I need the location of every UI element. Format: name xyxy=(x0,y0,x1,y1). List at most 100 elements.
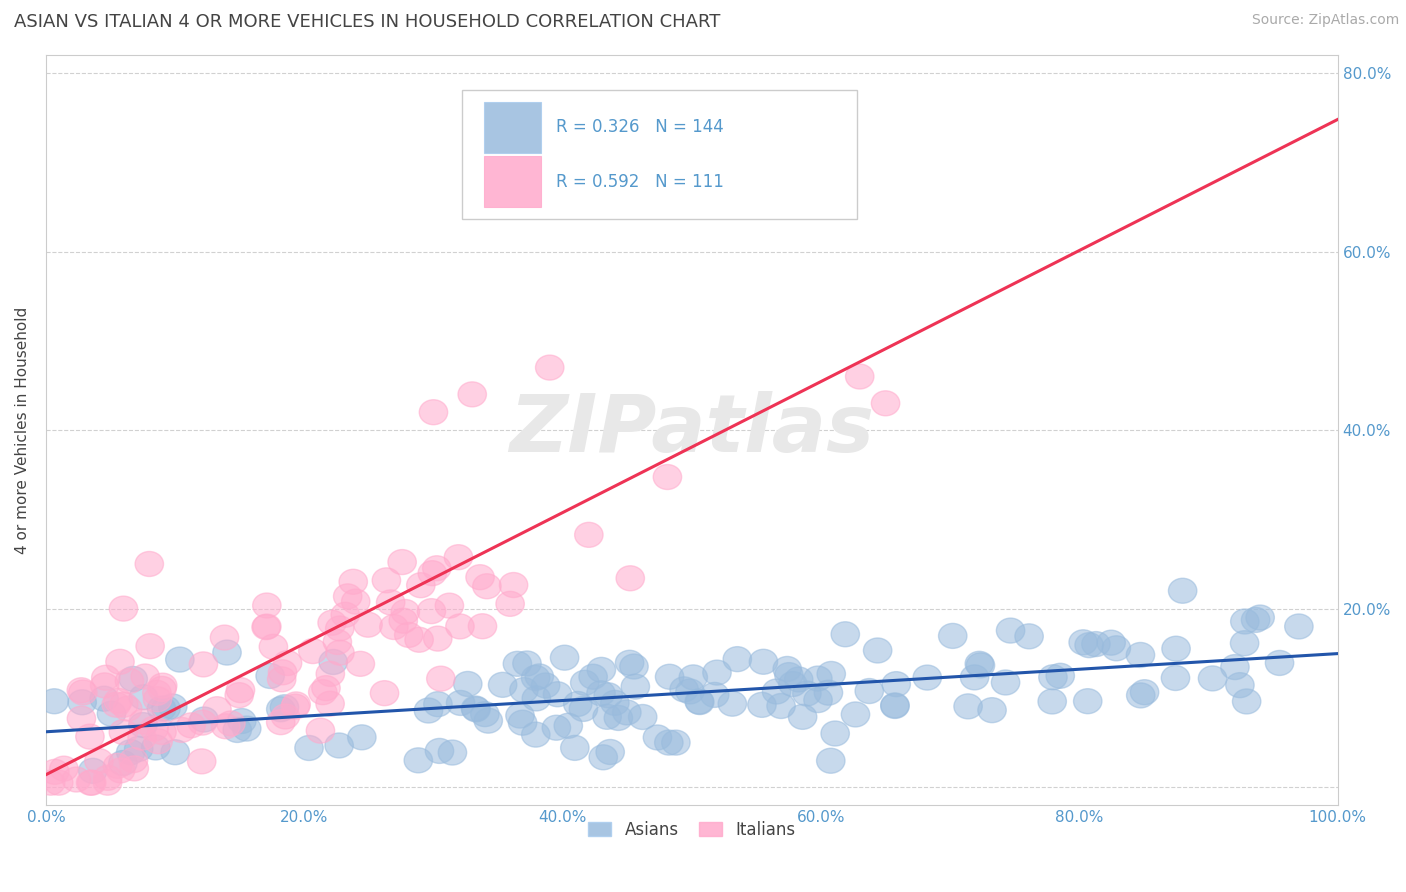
Ellipse shape xyxy=(880,693,910,718)
Ellipse shape xyxy=(318,610,346,635)
Ellipse shape xyxy=(188,710,217,735)
Ellipse shape xyxy=(187,749,217,774)
Ellipse shape xyxy=(1241,607,1270,632)
Ellipse shape xyxy=(211,625,239,650)
Ellipse shape xyxy=(316,661,344,686)
Ellipse shape xyxy=(1039,665,1067,690)
Ellipse shape xyxy=(676,679,704,704)
Ellipse shape xyxy=(295,736,323,761)
Ellipse shape xyxy=(142,681,172,706)
Ellipse shape xyxy=(855,679,883,704)
Ellipse shape xyxy=(283,692,311,717)
Ellipse shape xyxy=(41,689,69,714)
Ellipse shape xyxy=(1285,614,1313,639)
Ellipse shape xyxy=(226,678,254,703)
Ellipse shape xyxy=(596,739,624,764)
Ellipse shape xyxy=(148,720,176,745)
Ellipse shape xyxy=(446,614,474,639)
Ellipse shape xyxy=(461,697,491,722)
Ellipse shape xyxy=(589,745,617,770)
Ellipse shape xyxy=(616,566,644,591)
Ellipse shape xyxy=(775,663,803,688)
Ellipse shape xyxy=(749,649,778,674)
Ellipse shape xyxy=(330,602,360,627)
Ellipse shape xyxy=(259,634,288,659)
Ellipse shape xyxy=(142,735,170,760)
Ellipse shape xyxy=(325,733,353,758)
Ellipse shape xyxy=(965,651,994,676)
Ellipse shape xyxy=(575,523,603,548)
Ellipse shape xyxy=(569,697,598,722)
Ellipse shape xyxy=(588,657,616,682)
Ellipse shape xyxy=(49,756,79,781)
Ellipse shape xyxy=(564,691,592,716)
Ellipse shape xyxy=(1230,631,1258,656)
Ellipse shape xyxy=(141,716,169,741)
Ellipse shape xyxy=(425,739,454,764)
Ellipse shape xyxy=(333,584,361,609)
Ellipse shape xyxy=(418,561,447,586)
Text: R = 0.592   N = 111: R = 0.592 N = 111 xyxy=(557,173,724,191)
Ellipse shape xyxy=(953,694,983,719)
Ellipse shape xyxy=(346,651,374,676)
Ellipse shape xyxy=(377,590,405,615)
Ellipse shape xyxy=(817,662,845,687)
Y-axis label: 4 or more Vehicles in Household: 4 or more Vehicles in Household xyxy=(15,307,30,554)
Ellipse shape xyxy=(471,702,499,727)
Ellipse shape xyxy=(586,681,616,706)
FancyBboxPatch shape xyxy=(484,156,541,207)
Ellipse shape xyxy=(354,612,382,637)
Ellipse shape xyxy=(991,670,1019,695)
Ellipse shape xyxy=(662,731,690,756)
Ellipse shape xyxy=(496,591,524,616)
Ellipse shape xyxy=(468,614,496,639)
Ellipse shape xyxy=(120,747,148,772)
Ellipse shape xyxy=(1038,689,1066,714)
Ellipse shape xyxy=(605,706,633,731)
Ellipse shape xyxy=(423,626,451,651)
Ellipse shape xyxy=(298,639,328,664)
Ellipse shape xyxy=(117,739,145,764)
Ellipse shape xyxy=(190,652,218,677)
Ellipse shape xyxy=(273,650,302,675)
Ellipse shape xyxy=(1130,680,1159,705)
Ellipse shape xyxy=(723,647,752,672)
Ellipse shape xyxy=(62,767,90,792)
Ellipse shape xyxy=(267,667,295,692)
Ellipse shape xyxy=(423,556,451,581)
Ellipse shape xyxy=(804,666,832,691)
Ellipse shape xyxy=(748,692,776,717)
Ellipse shape xyxy=(882,672,911,697)
Ellipse shape xyxy=(561,735,589,760)
Ellipse shape xyxy=(579,665,607,690)
Ellipse shape xyxy=(621,674,650,699)
Ellipse shape xyxy=(76,724,104,749)
Ellipse shape xyxy=(703,150,733,175)
Ellipse shape xyxy=(768,168,796,193)
Ellipse shape xyxy=(212,640,242,665)
Ellipse shape xyxy=(472,574,501,599)
Ellipse shape xyxy=(308,680,337,705)
Ellipse shape xyxy=(766,693,796,718)
Ellipse shape xyxy=(513,651,541,676)
Ellipse shape xyxy=(686,690,714,714)
Ellipse shape xyxy=(90,673,120,698)
Ellipse shape xyxy=(143,687,172,712)
Ellipse shape xyxy=(395,623,423,648)
Ellipse shape xyxy=(773,657,801,681)
Ellipse shape xyxy=(436,593,464,618)
Legend: Asians, Italians: Asians, Italians xyxy=(581,814,803,846)
Ellipse shape xyxy=(912,665,942,690)
Ellipse shape xyxy=(131,664,159,689)
Ellipse shape xyxy=(499,573,527,598)
Ellipse shape xyxy=(69,680,97,705)
Ellipse shape xyxy=(536,355,564,380)
Ellipse shape xyxy=(718,691,747,716)
Ellipse shape xyxy=(326,616,354,641)
Ellipse shape xyxy=(423,691,453,716)
Ellipse shape xyxy=(613,700,641,725)
Ellipse shape xyxy=(45,770,73,795)
Ellipse shape xyxy=(600,690,628,715)
Ellipse shape xyxy=(267,697,295,722)
Ellipse shape xyxy=(326,640,354,665)
